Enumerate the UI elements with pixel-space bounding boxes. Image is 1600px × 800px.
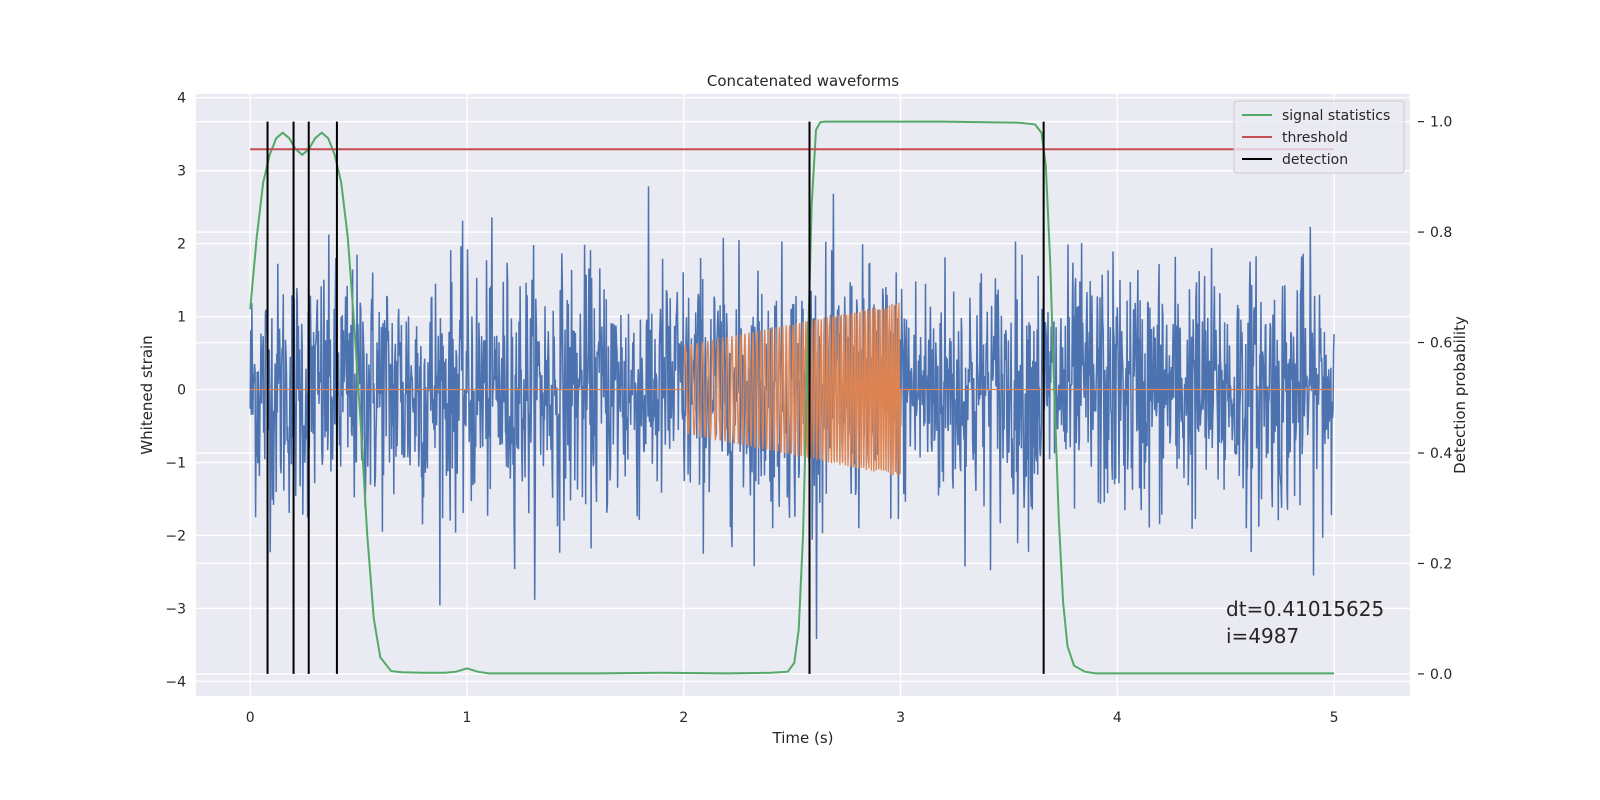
- y-tick-label: 0: [177, 383, 186, 399]
- y-tick-label: 3: [177, 164, 186, 180]
- x-tick-label: 1: [463, 710, 472, 726]
- y2-tick-label: 1.0: [1430, 115, 1452, 131]
- y2-tick-label: 0.4: [1430, 446, 1452, 462]
- y-tick-label: −2: [165, 528, 186, 544]
- x-tick-label: 5: [1330, 710, 1339, 726]
- y2-axis: 0.0 0.2 0.4 0.6 0.8 1.0: [1418, 115, 1452, 683]
- chart-title: Concatenated waveforms: [707, 72, 899, 90]
- annotation-line: dt=0.41015625: [1226, 597, 1384, 621]
- annotation-line: i=4987: [1226, 624, 1299, 648]
- legend: signal statistics threshold detection: [1233, 100, 1405, 174]
- y-tick-label: 2: [177, 237, 186, 253]
- series-layer: [249, 120, 1335, 675]
- y-tick-label: 4: [177, 91, 186, 107]
- y2-tick-label: 0.2: [1430, 556, 1452, 572]
- y2-tick-label: 0.8: [1430, 225, 1452, 241]
- chirp-series-line: [250, 302, 1335, 477]
- legend-label: detection: [1282, 152, 1348, 168]
- x-tick-label: 3: [896, 710, 905, 726]
- legend-label: signal statistics: [1282, 108, 1390, 124]
- y-tick-label: 1: [177, 310, 186, 326]
- y2-tick-label: 0.6: [1430, 336, 1452, 352]
- annotation: dt=0.41015625 i=4987: [1226, 597, 1384, 648]
- y-axis-label: Whitened strain: [138, 335, 156, 454]
- x-axis-label: Time (s): [772, 729, 834, 747]
- x-axis: 0 1 2 3 4 5: [246, 710, 1339, 726]
- x-tick-label: 0: [246, 710, 255, 726]
- legend-frame: [1233, 100, 1405, 174]
- legend-label: threshold: [1282, 130, 1348, 146]
- y2-tick-label: 0.0: [1430, 667, 1452, 683]
- x-tick-label: 2: [679, 710, 688, 726]
- y-axis: −4 −3 −2 −1 0 1 2 3 4: [165, 91, 186, 691]
- y-tick-label: −4: [165, 674, 186, 690]
- signal-statistics-line: [249, 120, 1335, 675]
- y2-axis-label: Detection probability: [1451, 316, 1469, 474]
- y-tick-label: −3: [165, 601, 186, 617]
- x-tick-label: 4: [1113, 710, 1122, 726]
- y-tick-label: −1: [165, 455, 186, 471]
